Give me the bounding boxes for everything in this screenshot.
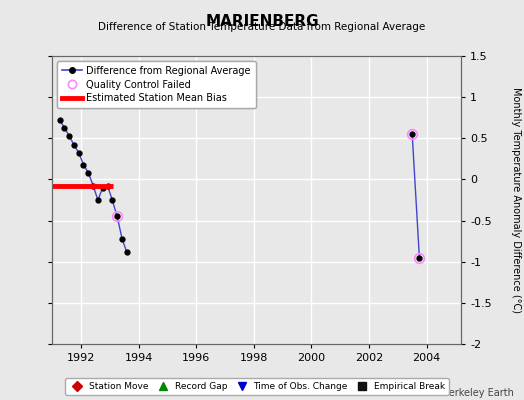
Y-axis label: Monthly Temperature Anomaly Difference (°C): Monthly Temperature Anomaly Difference (… xyxy=(511,87,521,313)
Legend: Station Move, Record Gap, Time of Obs. Change, Empirical Break: Station Move, Record Gap, Time of Obs. C… xyxy=(65,378,449,395)
Text: MARIENBERG: MARIENBERG xyxy=(205,14,319,29)
Text: Difference of Station Temperature Data from Regional Average: Difference of Station Temperature Data f… xyxy=(99,22,425,32)
Legend: Difference from Regional Average, Quality Control Failed, Estimated Station Mean: Difference from Regional Average, Qualit… xyxy=(57,61,256,108)
Text: Berkeley Earth: Berkeley Earth xyxy=(442,388,514,398)
